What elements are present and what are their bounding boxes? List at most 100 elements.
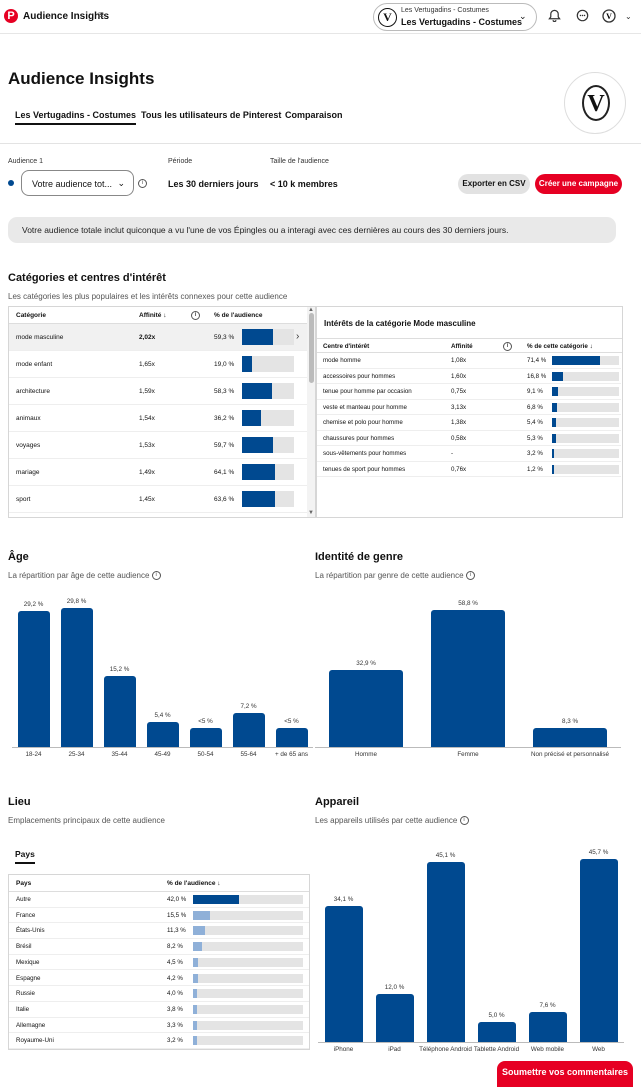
category-row[interactable]: mode masculine 2,02x 59,3 % [9, 324, 307, 351]
chart-bar[interactable] [275, 728, 308, 747]
chart-bar[interactable] [103, 676, 136, 747]
info-icon[interactable]: i [191, 311, 200, 320]
interest-row: tenue pour homme par occasion 0,75x 9,1 % [317, 384, 621, 400]
category-pct-bar [242, 437, 294, 453]
x-tick-label: 45-49 [154, 751, 171, 758]
x-tick-label: Web [592, 1046, 605, 1053]
col-affinity[interactable]: Affinité ↓ [139, 312, 167, 319]
country-name: Espagne [16, 974, 41, 982]
interest-pct-fill [552, 356, 600, 365]
chart-bar[interactable] [146, 721, 179, 747]
category-row[interactable]: architecture 1,59x 58,3 % [9, 378, 307, 405]
interest-affinity: 0,75x [451, 388, 467, 395]
chart-bar[interactable] [477, 1022, 516, 1042]
period-value: Les 30 derniers jours [168, 179, 259, 189]
interest-row: veste et manteau pour homme 3,13x 6,8 % [317, 400, 621, 415]
country-name: Royaume-Uni [16, 1037, 54, 1045]
info-icon[interactable]: i [151, 571, 161, 581]
chart-bar[interactable] [60, 607, 93, 747]
category-row[interactable]: mode enfant 1,65x 19,0 % [9, 351, 307, 378]
category-pct-bar [242, 491, 294, 507]
bar-value-label: 58,8 % [458, 599, 478, 607]
chart-bar[interactable] [189, 728, 222, 747]
col-pct[interactable]: % de l'audience [214, 312, 263, 319]
category-row[interactable]: sport 1,45x 63,6 % [9, 486, 307, 513]
create-campaign-button[interactable]: Créer une campagne [535, 174, 622, 194]
category-name: mode enfant [16, 361, 53, 368]
chart-bar[interactable] [528, 1011, 567, 1042]
country-name: Italie [16, 1005, 30, 1013]
col-pct[interactable]: % de l'audience ↓ [167, 880, 221, 887]
chevron-down-icon[interactable]: ⌄ [625, 12, 632, 21]
scrollbar-thumb[interactable] [309, 313, 314, 383]
category-row[interactable]: mariage 1,49x 64,1 % [9, 459, 307, 486]
account-avatar: V [378, 8, 397, 27]
country-pct-bar [193, 973, 303, 983]
tab-account[interactable]: Les Vertugadins - Costumes [15, 110, 137, 125]
country-name: Autre [16, 896, 31, 903]
tab-country[interactable]: Pays [15, 849, 35, 864]
info-icon[interactable]: i [465, 571, 475, 581]
chart-bar[interactable] [431, 609, 505, 747]
account-icon[interactable]: V [602, 9, 616, 26]
chart-bar[interactable] [375, 994, 414, 1042]
chart-bar[interactable] [533, 727, 607, 747]
category-pct-fill [242, 383, 273, 399]
col-category[interactable]: Catégorie [16, 312, 46, 319]
tab-all-users[interactable]: Tous les utilisateurs de Pinterest [141, 110, 282, 120]
bell-icon[interactable] [548, 9, 561, 25]
info-banner: Votre audience totale inclut quiconque a… [8, 217, 616, 243]
tab-comparison[interactable]: Comparaison [285, 110, 343, 120]
category-name: architecture [16, 388, 50, 395]
bar-value-label: <5 % [284, 718, 299, 726]
audience-color-dot [8, 180, 14, 186]
info-icon[interactable]: i [503, 342, 512, 351]
chart-bar[interactable] [324, 905, 363, 1042]
chart-bar[interactable] [232, 713, 265, 747]
chart-bar[interactable] [329, 670, 403, 747]
account-switcher[interactable]: V Les Vertugadins - Costumes Les Vertuga… [373, 3, 537, 31]
interest-row: sous-vêtements pour hommes - 3,2 % [317, 446, 621, 462]
category-affinity: 1,59x [139, 388, 155, 395]
x-tick-label: 25-34 [68, 751, 85, 758]
chart-bar[interactable] [17, 610, 50, 747]
bar-value-label: 8,3 % [561, 717, 579, 725]
category-pct-fill [242, 491, 276, 507]
category-pct: 19,0 % [214, 361, 235, 368]
col-country[interactable]: Pays [16, 880, 32, 887]
scrollbar[interactable]: ▲ ▼ [307, 307, 315, 517]
country-pct-fill [193, 910, 211, 920]
scroll-down-icon[interactable]: ▼ [308, 510, 314, 516]
col-pct[interactable]: % de cette catégorie ↓ [527, 343, 593, 350]
audience-select[interactable]: Votre audience tot... ⌄ [21, 170, 134, 196]
chevron-right-icon[interactable]: › [296, 331, 300, 342]
col-affinity[interactable]: Affinité [451, 343, 473, 350]
category-pct: 36,2 % [214, 415, 235, 422]
category-pct-bar [242, 464, 294, 480]
bar-value-label: 45,7 % [588, 849, 609, 857]
x-tick-label: Tablette Android [473, 1046, 520, 1053]
export-csv-button[interactable]: Exporter en CSV [458, 174, 530, 194]
submit-feedback-button[interactable]: Soumettre vos commentaires [497, 1061, 633, 1087]
country-table: Pays % de l'audience ↓ Autre 42,0 % France… [8, 874, 310, 1050]
interest-pct: 5,3 % [527, 434, 543, 442]
info-icon[interactable]: i [138, 179, 147, 188]
x-tick-label: Femme [457, 751, 479, 758]
scroll-up-icon[interactable]: ▲ [308, 307, 314, 313]
col-interest[interactable]: Centre d'intérêt [323, 343, 370, 350]
category-row[interactable] [9, 513, 307, 517]
country-name: Russie [16, 990, 35, 998]
country-pct-fill [193, 957, 198, 967]
pinterest-logo-icon[interactable]: P [4, 9, 18, 23]
category-row[interactable]: voyages 1,53x 59,7 % [9, 432, 307, 459]
country-pct-bar [193, 910, 303, 920]
hamburger-icon[interactable]: ≡ [98, 10, 104, 21]
interest-name: veste et manteau pour homme [323, 403, 407, 411]
info-icon[interactable]: i [459, 816, 469, 826]
chart-bar[interactable] [426, 861, 465, 1042]
chart-bar[interactable] [579, 859, 618, 1042]
chat-icon[interactable] [576, 9, 589, 25]
category-row[interactable]: animaux 1,54x 36,2 % [9, 405, 307, 432]
category-affinity: 1,45x [139, 496, 155, 503]
device-chart: 34,1 % iPhone 12,0 % iPad 45,1 % Téléphone An… [315, 845, 641, 1065]
